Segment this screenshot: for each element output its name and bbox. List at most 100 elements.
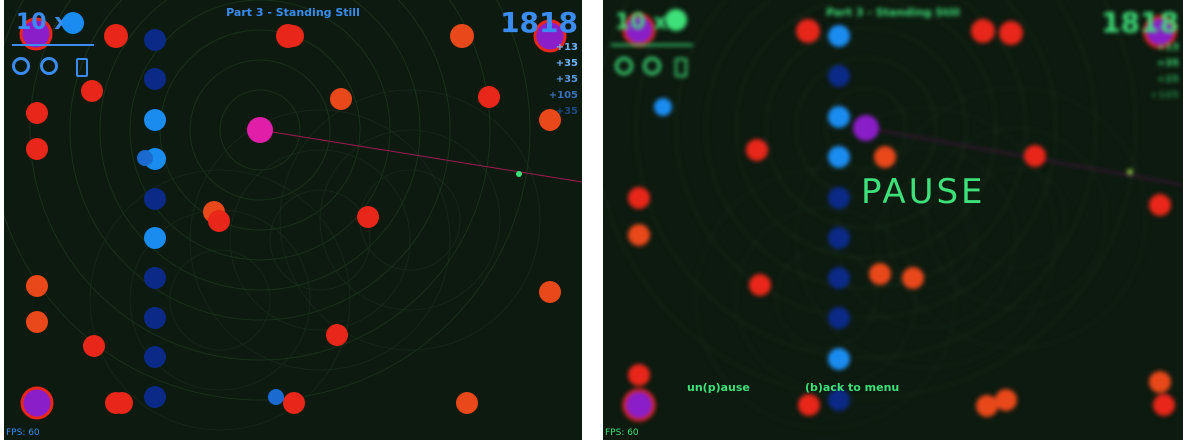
game-screen-active: Part 3 - Standing Still 10 x 1818 +13 +3… <box>4 0 582 440</box>
bonus-score: +25 <box>1156 74 1179 85</box>
spawner-orb <box>622 388 656 422</box>
ally-orb <box>828 65 850 87</box>
ripple-ring <box>635 0 1097 359</box>
enemy-orb <box>976 395 998 417</box>
ripple-ring <box>219 89 301 171</box>
ally-orb <box>828 348 850 370</box>
ripple-ring <box>775 247 877 349</box>
score-multiplier: 10 x <box>615 10 668 35</box>
score-value: 1818 <box>1101 6 1179 39</box>
level-title: Part 3 - Standing Still <box>826 6 960 19</box>
enemy-orb <box>798 394 820 416</box>
ripple-ring <box>795 57 937 199</box>
enemy-orb <box>26 275 48 297</box>
ripple-ring <box>29 0 491 361</box>
ally-orb <box>828 307 850 329</box>
ripple-ring <box>885 87 1147 349</box>
enemy-orb <box>874 146 896 168</box>
enemy-orb <box>995 389 1017 411</box>
ripple-ring <box>319 129 501 311</box>
enemy-orb <box>478 86 500 108</box>
ally-orb <box>144 188 166 210</box>
ripple-ring <box>705 0 1027 289</box>
ripple-ring <box>169 249 271 351</box>
bonus-score: +13 <box>1156 42 1179 53</box>
game-field <box>603 0 1183 429</box>
ripple-ring <box>795 107 1057 369</box>
ally-orb <box>144 227 166 249</box>
bonus-score: +105 <box>548 90 578 101</box>
enemy-orb <box>628 187 650 209</box>
enemy-orb <box>282 25 304 47</box>
bonus-score: +35 <box>555 58 578 69</box>
ripple-ring <box>159 29 361 231</box>
ripple-ring <box>4 0 531 401</box>
enemy-orb <box>749 274 771 296</box>
player-ship <box>247 117 273 143</box>
score-multiplier: 10 x <box>16 10 69 35</box>
ripple-ring <box>965 167 1067 269</box>
fps-counter: FPS: 60 <box>605 428 639 438</box>
ally-orb <box>144 346 166 368</box>
ripple-ring <box>765 27 967 229</box>
ripple-ring <box>925 127 1107 309</box>
enemy-orb <box>796 19 820 43</box>
spawner-orb <box>20 386 54 420</box>
bonus-score: +13 <box>555 42 578 53</box>
enemy-orb <box>971 19 995 43</box>
game-field <box>4 0 582 431</box>
spawner-orb <box>1143 15 1177 49</box>
multiplier-orb-icon <box>665 9 687 31</box>
ripple-ring <box>69 0 451 321</box>
ally-orb <box>828 106 850 128</box>
enemy-orb <box>26 311 48 333</box>
enemy-orb <box>26 102 48 124</box>
enemy-orb <box>999 21 1023 45</box>
ally-orb <box>828 389 850 411</box>
score-value: 1818 <box>500 6 578 39</box>
enemy-orb <box>208 210 230 232</box>
ally-orb <box>828 267 850 289</box>
ripple-ring <box>825 87 907 169</box>
enemy-orb <box>357 206 379 228</box>
bonus-score: +35 <box>555 74 578 85</box>
enemy-orb <box>539 281 561 303</box>
unpause-option[interactable]: un(p)ause <box>687 381 750 394</box>
enemy-orb <box>1024 145 1046 167</box>
enemy-orb <box>450 24 474 48</box>
fps-counter: FPS: 60 <box>6 428 40 438</box>
enemy-orb <box>83 335 105 357</box>
enemy-orb <box>26 138 48 160</box>
enemy-orb <box>628 224 650 246</box>
bonus-score: +35 <box>555 106 578 117</box>
ripple-ring <box>189 109 451 371</box>
back-to-menu-option[interactable]: (b)ack to menu <box>805 381 900 394</box>
ally-orb <box>828 227 850 249</box>
ripple-ring <box>675 0 1057 319</box>
spawner-orb <box>533 19 567 53</box>
enemy-orb <box>330 88 352 110</box>
spawner-orb <box>19 17 53 51</box>
enemy-orb <box>1153 394 1175 416</box>
enemy-orb <box>104 24 128 48</box>
ally-orb <box>268 389 284 405</box>
enemy-orb <box>456 392 478 414</box>
life-icon <box>643 57 661 75</box>
multiplier-bar <box>611 44 693 46</box>
ally-orb <box>144 109 166 131</box>
ripple-ring <box>229 149 411 331</box>
ally-orb <box>828 146 850 168</box>
enemy-orb <box>283 392 305 414</box>
enemy-orb <box>81 80 103 102</box>
enemy-orb <box>1149 194 1171 216</box>
life-icon <box>12 57 30 75</box>
ally-orb <box>144 307 166 329</box>
ripple-ring <box>695 167 957 429</box>
life-icon <box>615 57 633 75</box>
target-marker <box>1127 169 1133 175</box>
enemy-orb <box>111 392 133 414</box>
ripple-ring <box>89 169 351 431</box>
bonus-score: +35 <box>1156 58 1179 69</box>
ripple-ring <box>279 89 541 351</box>
game-screen-paused: Part 3 - Standing Still 10 x 1818 +13 +3… <box>603 0 1183 440</box>
